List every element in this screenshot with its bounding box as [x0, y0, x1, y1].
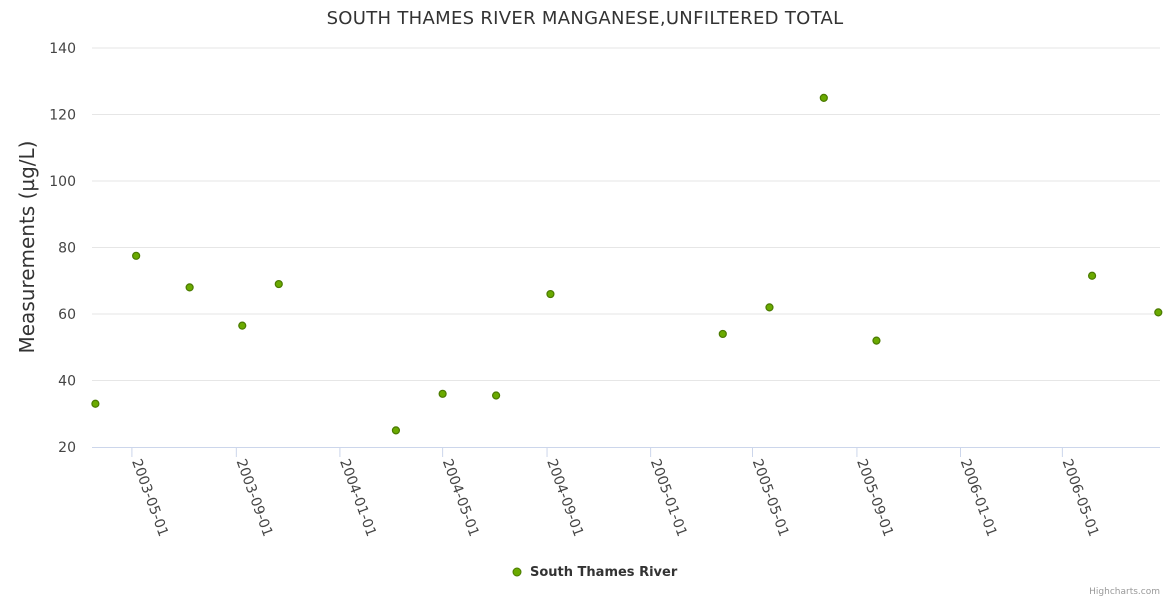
legend-marker[interactable]	[512, 567, 522, 577]
data-point[interactable]	[1154, 308, 1163, 317]
chart-title: SOUTH THAMES RIVER MANGANESE,UNFILTERED …	[327, 8, 844, 29]
data-point[interactable]	[391, 426, 401, 435]
data-point[interactable]	[765, 303, 774, 312]
data-point[interactable]	[872, 336, 881, 345]
y-tick-label: 80	[58, 241, 76, 257]
grid-lines	[92, 47, 1160, 381]
data-point[interactable]	[438, 389, 447, 398]
y-axis-ticks: 20 40 60 80 100 120 140	[49, 41, 76, 456]
data-point[interactable]	[91, 399, 100, 408]
legend-label[interactable]: South Thames River	[530, 565, 678, 580]
y-tick-label: 20	[58, 440, 76, 456]
data-point[interactable]	[546, 289, 555, 299]
data-point[interactable]	[274, 279, 283, 289]
y-tick-label: 100	[49, 174, 76, 190]
data-point[interactable]	[819, 93, 828, 102]
y-tick-label: 120	[49, 108, 76, 124]
data-point[interactable]	[1087, 271, 1097, 280]
data-point[interactable]	[132, 251, 141, 260]
data-point[interactable]	[718, 329, 727, 339]
y-tick-label: 140	[49, 41, 76, 57]
y-tick-label: 40	[58, 374, 76, 390]
legend[interactable]: South Thames River	[512, 565, 678, 580]
y-axis-label: Measurements (µg/L)	[15, 141, 39, 354]
series-points	[91, 93, 1163, 435]
data-point[interactable]	[185, 283, 194, 292]
data-point[interactable]	[492, 391, 501, 400]
y-tick-label: 60	[58, 307, 76, 323]
credits-link[interactable]: Highcharts.com	[1089, 587, 1160, 597]
data-point[interactable]	[238, 321, 247, 330]
